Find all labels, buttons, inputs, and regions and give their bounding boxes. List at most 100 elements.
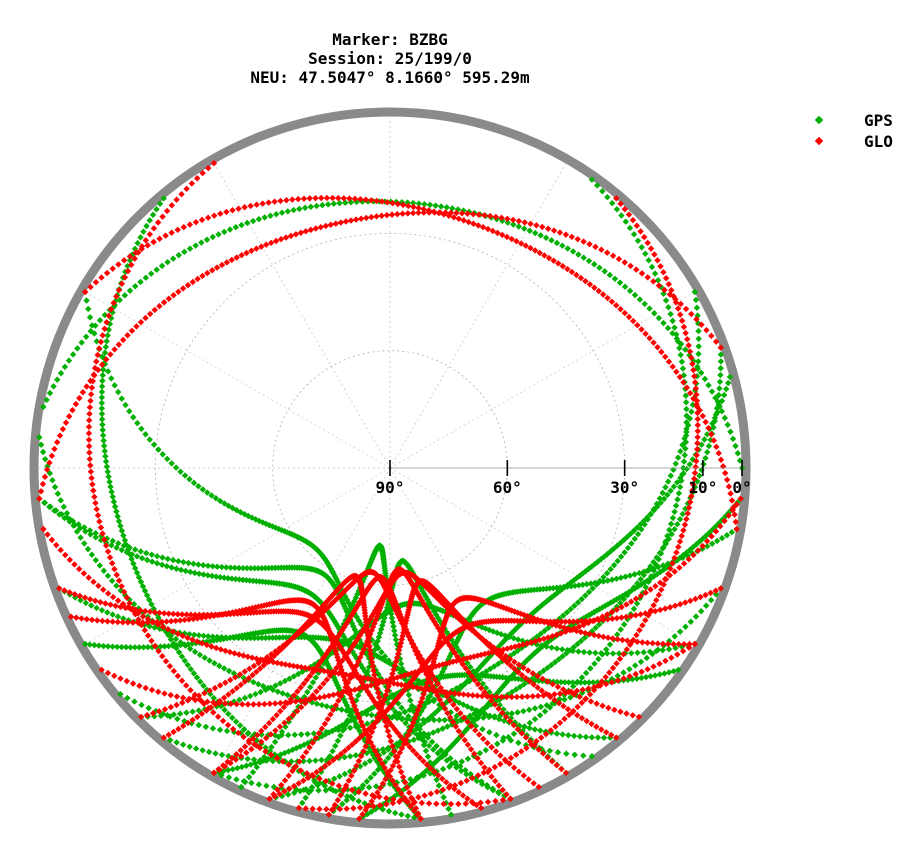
glo-point [604, 616, 611, 623]
glo-point [688, 354, 695, 361]
glo-point [425, 656, 433, 663]
glo-point [661, 605, 669, 612]
gps-point [505, 734, 512, 741]
gps-point [619, 592, 626, 599]
glo-point [272, 727, 279, 734]
glo-point [368, 627, 375, 634]
glo-point [94, 512, 102, 519]
gps-point [438, 788, 445, 795]
glo-point [339, 670, 346, 678]
glo-point [184, 719, 192, 727]
gps-point [321, 782, 329, 790]
gps-point [281, 528, 288, 535]
gps-point [157, 712, 165, 720]
gps-point [262, 564, 269, 572]
glo-point [389, 199, 396, 207]
gps-point [466, 712, 474, 720]
gps-point [566, 647, 574, 654]
glo-point [680, 323, 688, 331]
gps-point [500, 706, 507, 713]
glo-point [450, 610, 457, 618]
gps-point [298, 731, 305, 738]
gps-point [325, 561, 332, 568]
glo-point [179, 699, 186, 706]
gps-point [232, 224, 239, 231]
gps-point [208, 492, 215, 499]
gps-point [581, 679, 589, 686]
glo-point [417, 698, 425, 706]
glo-point [129, 619, 137, 626]
gps-point [695, 358, 702, 365]
glo-point [349, 698, 357, 706]
glo-point [450, 701, 457, 708]
gps-point [430, 696, 438, 703]
glo-point [123, 594, 131, 601]
glo-point [561, 715, 568, 723]
gps-point [373, 804, 380, 811]
gps-point [548, 644, 555, 651]
gps-point [521, 225, 528, 232]
gps-point [77, 534, 84, 541]
glo-point [293, 707, 301, 715]
gps-point [354, 591, 361, 598]
gps-point [149, 211, 157, 219]
gps-point [682, 432, 690, 439]
gps-point [352, 723, 360, 730]
gps-point [703, 602, 710, 609]
gps-point [367, 774, 374, 781]
gps-point [98, 532, 105, 540]
glo-point [228, 256, 235, 264]
gps-point [304, 688, 311, 696]
gps-point [63, 509, 71, 517]
glo-point [191, 691, 199, 698]
glo-point [274, 659, 281, 667]
glo-point [86, 417, 93, 424]
gps-point [606, 610, 614, 618]
glo-point [113, 571, 120, 579]
glo-point [338, 646, 346, 654]
gps-point [407, 697, 414, 704]
gps-point [348, 635, 355, 643]
glo-point [283, 639, 291, 646]
gps-point [409, 199, 417, 207]
gps-point [299, 668, 306, 675]
gps-point [240, 726, 248, 733]
glo-point [115, 577, 123, 584]
gps-point [51, 483, 59, 491]
gps-point [702, 532, 710, 539]
gps-point [554, 749, 562, 756]
glo-point [118, 583, 125, 590]
gps-point [108, 375, 115, 382]
glo-point [419, 694, 426, 702]
glo-point [458, 732, 465, 739]
glo-point [112, 602, 119, 610]
gps-point [616, 279, 624, 286]
glo-point [383, 723, 390, 730]
glo-point [69, 406, 76, 414]
glo-point [548, 758, 556, 765]
glo-point [217, 210, 224, 217]
gps-point [261, 753, 268, 761]
glo-point [212, 611, 219, 618]
glo-point [281, 777, 289, 784]
glo-point [120, 257, 128, 264]
gps-point [626, 572, 634, 579]
glo-point [655, 282, 663, 289]
gps-point [537, 727, 544, 734]
gps-point [531, 715, 539, 723]
glo-point [285, 715, 292, 723]
gps-point [217, 702, 225, 710]
glo-point [200, 700, 208, 707]
gps-point [499, 658, 506, 665]
glo-point [382, 590, 389, 597]
gps-point [342, 722, 349, 729]
glo-point [334, 690, 342, 698]
gps-point [541, 641, 549, 648]
glo-point [109, 593, 117, 601]
glo-point [162, 232, 169, 239]
gps-point [671, 324, 678, 331]
glo-point [429, 651, 436, 659]
glo-point [458, 210, 466, 217]
gps-point [99, 377, 106, 385]
glo-point [670, 640, 677, 648]
